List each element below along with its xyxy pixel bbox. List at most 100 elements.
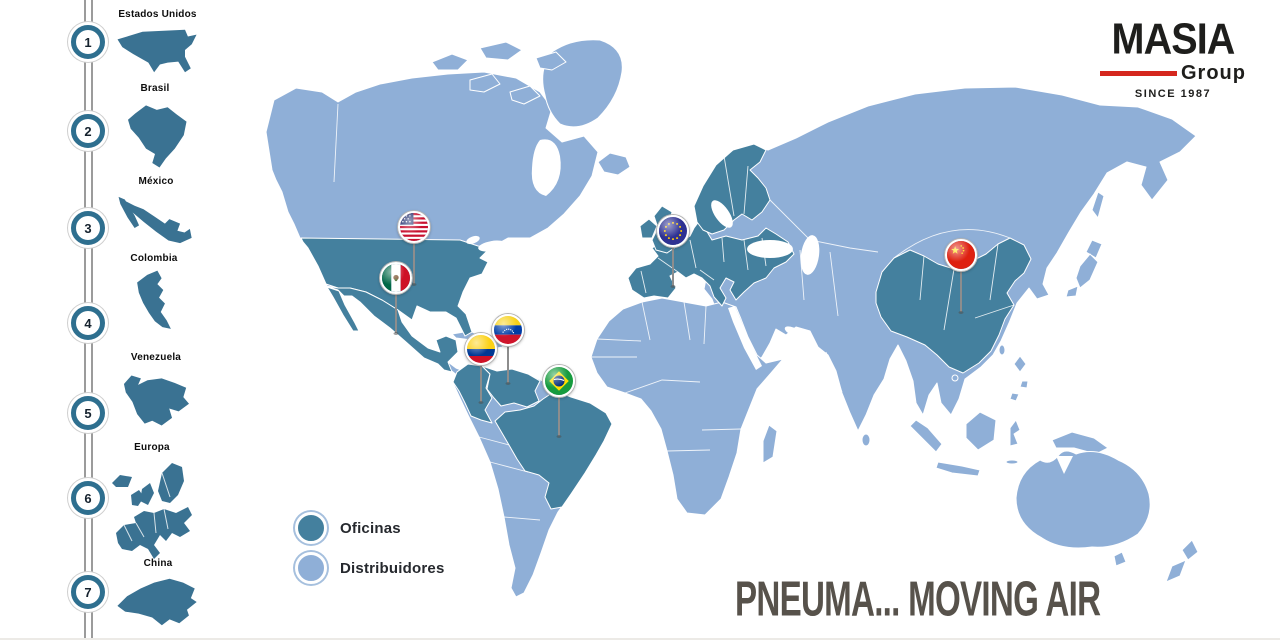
sulawesi bbox=[1009, 419, 1021, 447]
hudson-bay bbox=[531, 139, 561, 196]
country-label: Venezuela bbox=[130, 352, 182, 363]
eu-flag bbox=[657, 215, 689, 247]
step-number: 6 bbox=[84, 490, 92, 506]
logo-since-text: SINCE 1987 bbox=[1134, 87, 1212, 100]
pin-estados-unidos[interactable] bbox=[398, 211, 430, 284]
sidebar-item-estados-unidos: Estados Unidos bbox=[110, 9, 205, 78]
philippines bbox=[1009, 355, 1029, 402]
sidebar-item-china: China bbox=[108, 558, 208, 631]
venezuela-region bbox=[481, 365, 541, 408]
pin-china[interactable] bbox=[945, 239, 977, 312]
pin-stick bbox=[413, 238, 415, 284]
country-label: Estados Unidos bbox=[118, 9, 197, 20]
sidebar-item-venezuela: Venezuela bbox=[112, 352, 200, 433]
sakhalin bbox=[1091, 191, 1105, 219]
madagascar bbox=[762, 424, 778, 464]
sidebar-item-mexico: México bbox=[112, 176, 200, 249]
baltic-sea bbox=[711, 200, 733, 228]
legend-label: Oficinas bbox=[340, 519, 401, 537]
pin-stick bbox=[960, 266, 962, 312]
sidebar-item-brasil: Brasil bbox=[115, 83, 195, 174]
step-number: 3 bbox=[84, 220, 92, 236]
africa-landmass bbox=[590, 297, 784, 516]
sri-lanka bbox=[861, 433, 871, 447]
legend-item-oficinas: Oficinas bbox=[295, 512, 444, 544]
legend-label: Distribuidores bbox=[340, 559, 445, 577]
north-america-landmass bbox=[265, 71, 599, 395]
lake-winnipeg bbox=[466, 235, 480, 245]
pin-mexico[interactable] bbox=[380, 262, 412, 333]
pin-europa[interactable] bbox=[657, 215, 689, 286]
brazil-flag bbox=[543, 365, 575, 397]
persian-gulf bbox=[784, 326, 804, 338]
distribuidores-swatch-icon bbox=[295, 552, 327, 584]
hainan bbox=[951, 374, 959, 382]
tasmania bbox=[1113, 551, 1127, 567]
pin-colombia[interactable] bbox=[465, 333, 497, 402]
logo-red-line bbox=[1100, 70, 1177, 76]
country-label: Colombia bbox=[130, 253, 178, 264]
venezuela-silhouette bbox=[123, 375, 189, 426]
china-region bbox=[875, 237, 1032, 374]
country-label: México bbox=[138, 176, 174, 187]
step-number: 5 bbox=[84, 405, 92, 421]
japan bbox=[1065, 239, 1103, 298]
china-flag bbox=[945, 239, 977, 271]
new-guinea bbox=[1051, 431, 1109, 455]
colombia-silhouette bbox=[137, 270, 171, 329]
timeline-step-2: 2 bbox=[71, 114, 105, 148]
venezuela-flag bbox=[492, 314, 524, 346]
caspian-sea bbox=[800, 235, 820, 275]
timor bbox=[1005, 459, 1019, 465]
legend: Oficinas Distribuidores bbox=[295, 512, 444, 592]
timeline-step-6: 6 bbox=[71, 481, 105, 515]
estados-unidos-silhouette bbox=[117, 29, 197, 73]
legend-item-distribuidores: Distribuidores bbox=[295, 552, 444, 584]
mexico-flag bbox=[380, 262, 412, 294]
country-label: China bbox=[143, 558, 173, 569]
java bbox=[935, 461, 981, 477]
borneo bbox=[965, 411, 997, 451]
usa-flag bbox=[398, 211, 430, 243]
tagline-text: PNEUMA... MOVING AIR bbox=[735, 571, 1101, 627]
timeline-step-1: 1 bbox=[71, 25, 105, 59]
country-label: Europa bbox=[134, 442, 170, 453]
step-number: 2 bbox=[84, 123, 92, 139]
europa-silhouette bbox=[112, 463, 192, 559]
sidebar-item-europa: Europa bbox=[100, 442, 204, 561]
step-number: 1 bbox=[84, 34, 92, 50]
timeline-step-7: 7 bbox=[71, 575, 105, 609]
pin-venezuela[interactable] bbox=[492, 314, 524, 383]
step-number: 4 bbox=[84, 315, 92, 331]
sumatra bbox=[909, 419, 943, 453]
new-zealand bbox=[1165, 539, 1199, 583]
oficinas-swatch-icon bbox=[295, 512, 327, 544]
timeline-step-4: 4 bbox=[71, 306, 105, 340]
red-sea bbox=[728, 306, 762, 370]
pin-stick bbox=[672, 242, 674, 286]
black-sea bbox=[747, 240, 793, 258]
timeline-step-5: 5 bbox=[71, 396, 105, 430]
arctic-islands bbox=[431, 41, 567, 105]
china-silhouette bbox=[117, 578, 197, 626]
masia-group-logo: MASIA Group SINCE 1987 bbox=[1100, 14, 1246, 100]
bottom-border bbox=[0, 638, 1280, 640]
sidebar-item-colombia: Colombia bbox=[122, 253, 186, 334]
logo-group-text: Group bbox=[1181, 61, 1246, 84]
great-lakes bbox=[478, 240, 506, 252]
ireland-region bbox=[639, 218, 658, 239]
mexico-region bbox=[325, 285, 459, 373]
pin-stick bbox=[480, 360, 482, 402]
pin-stick bbox=[558, 392, 560, 436]
pin-brasil[interactable] bbox=[543, 365, 575, 436]
logo-brand-text: MASIA bbox=[1111, 14, 1236, 64]
step-number: 7 bbox=[84, 584, 92, 600]
baja-california bbox=[326, 286, 360, 332]
mexico-silhouette bbox=[118, 196, 192, 244]
country-label: Brasil bbox=[140, 83, 170, 94]
gulf-of-carpentaria bbox=[1056, 456, 1073, 474]
timeline-step-3: 3 bbox=[71, 211, 105, 245]
pin-stick bbox=[395, 289, 397, 333]
